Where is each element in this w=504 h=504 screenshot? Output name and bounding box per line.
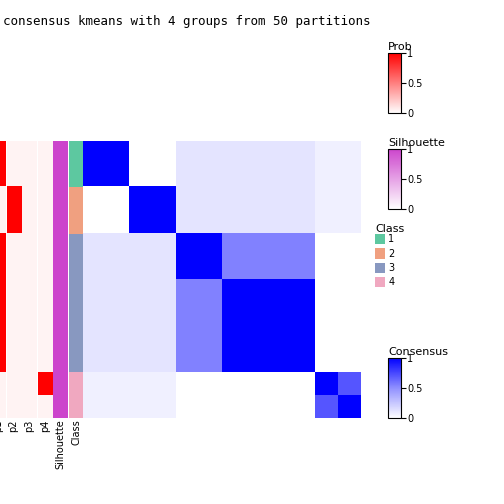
Bar — [69, 280, 83, 303]
X-axis label: p4: p4 — [40, 420, 50, 432]
Bar — [69, 326, 83, 349]
X-axis label: Silhouette: Silhouette — [55, 420, 66, 469]
X-axis label: p2: p2 — [9, 420, 19, 432]
Bar — [69, 395, 83, 418]
Bar — [69, 141, 83, 164]
X-axis label: Class: Class — [71, 420, 81, 446]
Text: 3: 3 — [388, 263, 394, 273]
Text: Prob: Prob — [388, 42, 413, 52]
X-axis label: p1: p1 — [0, 420, 3, 432]
Bar — [69, 372, 83, 395]
Bar — [69, 187, 83, 211]
Text: 1: 1 — [388, 234, 394, 244]
Text: consensus kmeans with 4 groups from 50 partitions: consensus kmeans with 4 groups from 50 p… — [3, 15, 370, 28]
X-axis label: p3: p3 — [24, 420, 34, 432]
Bar — [69, 164, 83, 187]
Bar — [69, 233, 83, 257]
Bar — [69, 349, 83, 372]
Bar — [69, 303, 83, 326]
Text: 2: 2 — [388, 248, 394, 259]
Text: Silhouette: Silhouette — [388, 138, 445, 148]
Text: 4: 4 — [388, 277, 394, 287]
Text: Consensus: Consensus — [388, 347, 448, 357]
Bar — [69, 211, 83, 233]
Text: Class: Class — [375, 224, 405, 234]
Bar — [69, 257, 83, 280]
